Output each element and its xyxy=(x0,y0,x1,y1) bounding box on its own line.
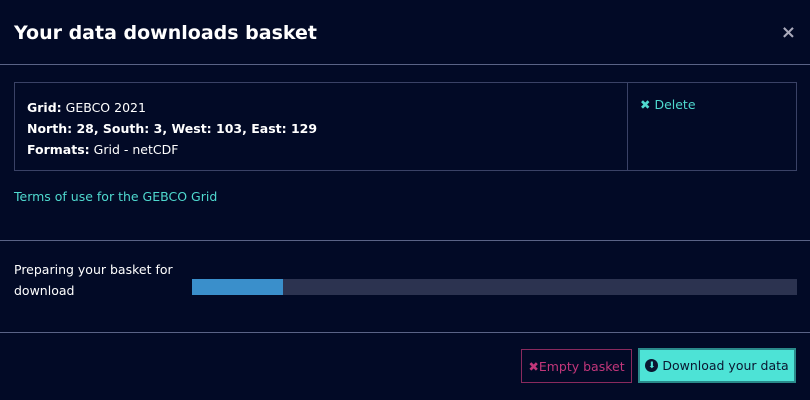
grid-label: Grid: xyxy=(27,100,62,115)
empty-basket-button[interactable]: ✖ Empty basket xyxy=(521,349,632,383)
close-icon[interactable]: × xyxy=(780,22,796,43)
close-icon: ✖ xyxy=(640,97,651,112)
modal-title: Your data downloads basket xyxy=(14,22,317,44)
progress-label: Preparing your basket for download xyxy=(14,262,173,298)
progress-fill xyxy=(192,279,283,295)
close-icon: ✖ xyxy=(528,358,539,374)
download-button[interactable]: ⬇ Download your data xyxy=(638,348,796,383)
divider xyxy=(0,240,810,241)
delete-label: Delete xyxy=(650,97,696,112)
delete-button[interactable]: ✖ Delete xyxy=(628,83,796,170)
formats-label: Formats: xyxy=(27,142,90,157)
empty-basket-label: Empty basket xyxy=(538,358,625,374)
basket-item-info: Grid: GEBCO 2021 North: 28, South: 3, We… xyxy=(15,83,628,170)
progress-bar xyxy=(192,279,797,295)
divider xyxy=(0,64,810,65)
download-label: Download your data xyxy=(662,358,789,373)
terms-link[interactable]: Terms of use for the GEBCO Grid xyxy=(14,189,218,204)
basket-item: Grid: GEBCO 2021 North: 28, South: 3, We… xyxy=(14,82,797,171)
bounds: North: 28, South: 3, West: 103, East: 12… xyxy=(27,121,318,136)
divider xyxy=(0,332,810,333)
grid-value: GEBCO 2021 xyxy=(61,100,146,115)
download-circle-icon: ⬇ xyxy=(645,359,659,372)
formats-value: Grid - netCDF xyxy=(89,142,179,157)
